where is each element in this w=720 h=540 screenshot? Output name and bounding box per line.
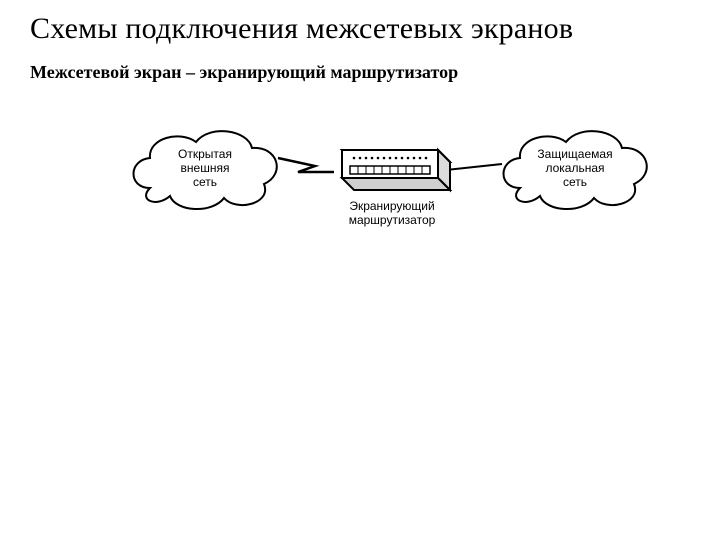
slide: Схемы подключения межсетевых экранов Меж… — [0, 0, 720, 540]
edge-router-to-protected — [446, 164, 502, 170]
network-diagram: Открытая внешняя сеть — [120, 118, 660, 268]
page-title: Схемы подключения межсетевых экранов — [30, 12, 573, 46]
cloud-external-label-1: Открытая — [178, 147, 232, 161]
cloud-protected-label-3: сеть — [563, 175, 587, 189]
cloud-external: Открытая внешняя сеть — [134, 131, 277, 209]
router-device: Экранирующий маршрутизатор — [342, 150, 450, 227]
router-label-1: Экранирующий — [349, 199, 434, 213]
cloud-protected-label-1: Защищаемая — [537, 147, 612, 161]
cloud-protected: Защищаемая локальная сеть — [504, 131, 647, 209]
cloud-external-label-2: внешняя — [181, 161, 230, 175]
edge-external-to-router — [278, 158, 334, 172]
cloud-protected-label-2: локальная — [545, 161, 604, 175]
cloud-external-label-3: сеть — [193, 175, 217, 189]
router-label-2: маршрутизатор — [349, 213, 436, 227]
subtitle: Межсетевой экран – экранирующий маршрути… — [30, 62, 458, 83]
